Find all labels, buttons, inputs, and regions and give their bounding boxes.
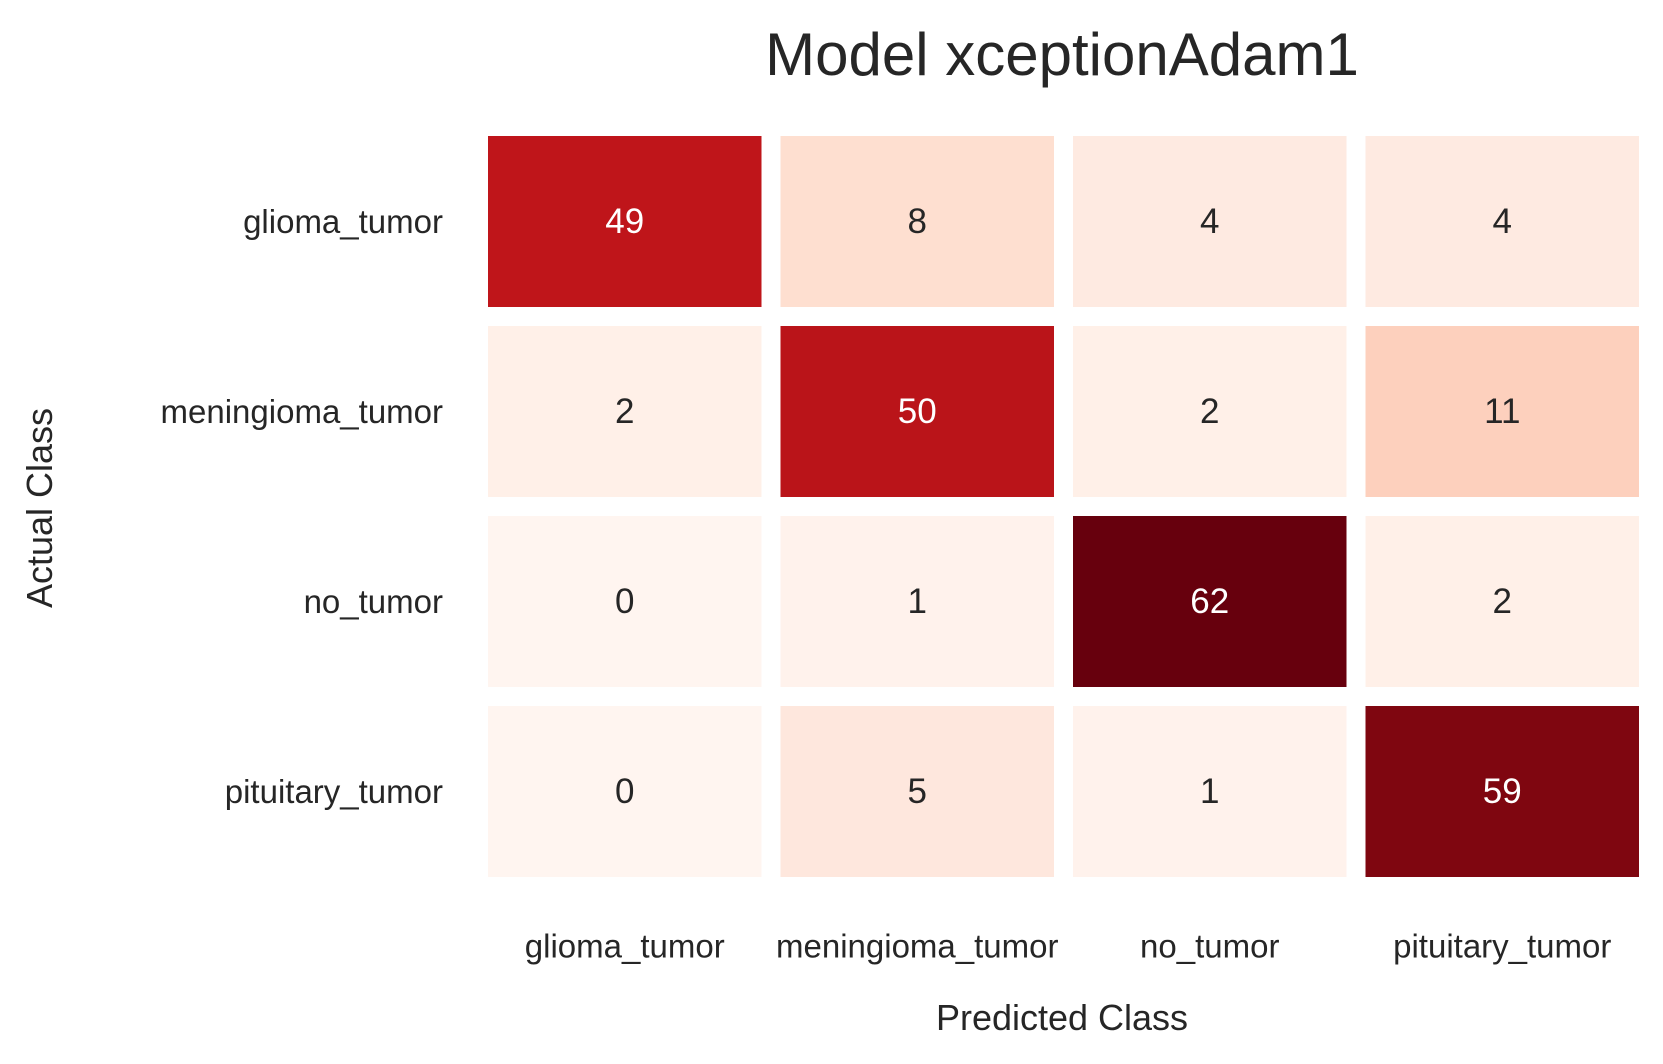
cell-value-label: 50: [898, 392, 937, 431]
heatmap-cell: [488, 516, 762, 687]
cell-value-label: 1: [1200, 772, 1219, 811]
cell-value-label: 5: [908, 772, 927, 811]
cell-value-label: 8: [908, 202, 927, 241]
cell-value-label: 4: [1493, 202, 1512, 241]
x-axis-label: Predicted Class: [936, 997, 1188, 1038]
heatmap-cell: [1073, 706, 1347, 877]
y-tick-label: no_tumor: [304, 583, 443, 620]
x-tick-label: glioma_tumor: [525, 928, 725, 965]
heatmap-cells: 49 8 4 4 2 50 2 11 0 1 62 2 0 5 1 59: [488, 136, 1639, 877]
heatmap-cell: [1073, 136, 1347, 307]
cell-value-label: 0: [615, 772, 634, 811]
x-tick-label: no_tumor: [1140, 928, 1279, 965]
y-tick-label: meningioma_tumor: [161, 393, 443, 430]
cell-value-label: 1: [908, 582, 927, 621]
heatmap-cell: [1073, 516, 1347, 687]
y-axis-label: Actual Class: [19, 408, 60, 608]
y-tick-label: pituitary_tumor: [225, 773, 443, 810]
heatmap-cell: [1073, 326, 1347, 497]
cell-value-label: 49: [605, 202, 644, 241]
cell-value-label: 62: [1190, 582, 1229, 621]
cell-value-label: 11: [1484, 392, 1520, 431]
cell-value-label: 2: [615, 392, 634, 431]
x-tick-label: meningioma_tumor: [776, 928, 1058, 965]
heatmap-cell: [488, 136, 762, 307]
heatmap-cell: [1365, 706, 1639, 877]
cell-value-label: 4: [1200, 202, 1219, 241]
heatmap-cell: [780, 136, 1054, 307]
cell-value-label: 0: [615, 582, 634, 621]
cell-value-label: 59: [1483, 772, 1522, 811]
heatmap-cell: [780, 516, 1054, 687]
heatmap-cell: [780, 706, 1054, 877]
y-tick-label: glioma_tumor: [243, 203, 443, 240]
heatmap-cell: [1365, 136, 1639, 307]
x-tick-label: pituitary_tumor: [1393, 928, 1611, 965]
heatmap-cell: [780, 326, 1054, 497]
cell-value-label: 2: [1493, 582, 1512, 621]
heatmap-cell: [1365, 326, 1639, 497]
y-tick-labels: glioma_tumor meningioma_tumor no_tumorpitu…: [161, 203, 443, 810]
heatmap-cell: [488, 326, 762, 497]
cell-value-label: 2: [1200, 392, 1219, 431]
heatmap-cell: [1365, 516, 1639, 687]
x-tick-labels: glioma_tumor meningioma_tumor no_tumor pitu…: [525, 928, 1612, 965]
chart-title: Model xceptionAdam1: [765, 21, 1359, 88]
heatmap-cell: [488, 706, 762, 877]
